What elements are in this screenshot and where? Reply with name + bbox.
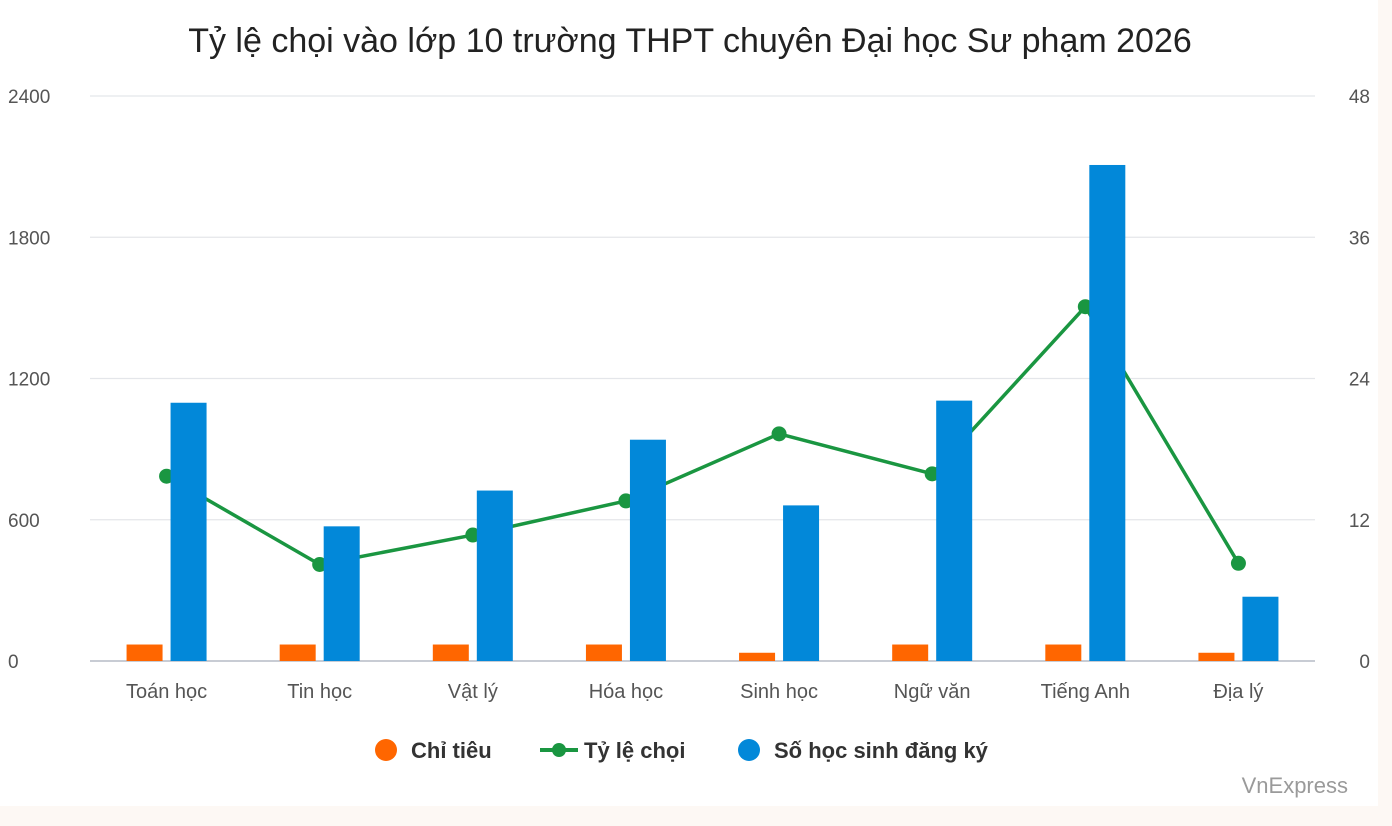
legend-label-ty-le-choi: Tỷ lệ chọi	[584, 738, 685, 763]
chart-svg: Tỷ lệ chọi vào lớp 10 trường THPT chuyên…	[8, 22, 1371, 798]
bar-chi-tieu-vat-ly[interactable]	[432, 644, 469, 661]
x-axis-ticks: Toán học Tin học Vật lý Hóa học Sinh học Ngữ …	[126, 681, 1263, 703]
x-axis-tick-label: Tin học	[287, 681, 352, 703]
bar-chi-tieu-ngu-van[interactable]	[892, 644, 929, 661]
bar-so-hoc-sinh-dang-ky-sinh-hoc[interactable]	[783, 505, 820, 661]
point-ty-le-choi-ngu-van[interactable]	[924, 466, 940, 482]
line-series	[159, 299, 1246, 572]
legend-label-chi-tieu: Chỉ tiêu	[411, 738, 492, 763]
chart-card: Tỷ lệ chọi vào lớp 10 trường THPT chuyên…	[0, 0, 1378, 806]
left-axis-tick-label: 0	[8, 652, 19, 673]
line-ty-le-choi	[165, 304, 1240, 567]
bar-chi-tieu-tin-hoc[interactable]	[279, 644, 316, 661]
x-axis-tick-label: Sinh học	[740, 681, 818, 703]
point-ty-le-choi-toan-hoc[interactable]	[159, 468, 175, 484]
right-axis-tick-label: 36	[1349, 228, 1370, 249]
point-ty-le-choi-tieng-anh[interactable]	[1077, 299, 1093, 315]
bar-so-hoc-sinh-dang-ky-toan-hoc[interactable]	[170, 402, 207, 661]
right-axis-tick-label: 12	[1349, 511, 1370, 532]
bar-so-hoc-sinh-dang-ky-vat-ly[interactable]	[476, 490, 513, 661]
legend-label-so-hoc-sinh-dang-ky: Số học sinh đăng ký	[774, 738, 989, 763]
x-axis-tick-label: Địa lý	[1213, 681, 1263, 703]
right-axis-tick-label: 0	[1359, 652, 1370, 673]
x-axis-tick-label: Toán học	[126, 681, 207, 703]
x-axis-tick-label: Ngữ văn	[894, 681, 971, 703]
gridlines	[90, 95, 1315, 662]
left-axis-tick-label: 1200	[8, 370, 50, 391]
legend-marker-so-hoc-sinh-dang-ky	[738, 739, 760, 761]
legend-marker-chi-tieu	[375, 739, 397, 761]
right-axis-ticks: 0 12 24 36 48	[1349, 87, 1371, 673]
point-ty-le-choi-hoa-hoc[interactable]	[618, 493, 634, 509]
bar-chi-tieu-sinh-hoc[interactable]	[739, 652, 776, 661]
point-ty-le-choi-sinh-hoc[interactable]	[771, 426, 787, 442]
source-credit: VnExpress	[1242, 773, 1348, 798]
right-axis-tick-label: 24	[1349, 370, 1371, 391]
bar-chi-tieu-tieng-anh[interactable]	[1045, 644, 1082, 661]
bar-chi-tieu-dia-ly[interactable]	[1198, 652, 1235, 661]
bar-chi-tieu-toan-hoc[interactable]	[126, 644, 163, 661]
x-axis-tick-label: Hóa học	[589, 681, 664, 703]
bar-so-hoc-sinh-dang-ky-hoa-hoc[interactable]	[629, 439, 666, 661]
bar-so-hoc-sinh-dang-ky-dia-ly[interactable]	[1242, 596, 1279, 661]
point-ty-le-choi-dia-ly[interactable]	[1230, 555, 1246, 571]
left-axis-tick-label: 2400	[8, 87, 50, 108]
legend-item-chi-tieu[interactable]: Chỉ tiêu	[375, 738, 492, 763]
x-axis-tick-label: Vật lý	[448, 681, 498, 703]
bar-so-hoc-sinh-dang-ky-ngu-van[interactable]	[936, 400, 973, 661]
legend-item-so-hoc-sinh-dang-ky[interactable]: Số học sinh đăng ký	[738, 738, 989, 763]
bar-so-hoc-sinh-dang-ky-tin-hoc[interactable]	[323, 526, 360, 661]
right-axis-tick-label: 48	[1349, 87, 1370, 108]
bar-so-hoc-sinh-dang-ky-tieng-anh[interactable]	[1089, 164, 1126, 661]
left-axis-tick-label: 1800	[8, 228, 50, 249]
bars	[126, 164, 1279, 661]
legend: Chỉ tiêu Tỷ lệ chọi Số học sinh đăng ký	[375, 738, 989, 763]
left-axis-ticks: 0 600 1200 1800 2400	[8, 87, 50, 673]
chart-title: Tỷ lệ chọi vào lớp 10 trường THPT chuyên…	[188, 22, 1192, 60]
legend-item-ty-le-choi[interactable]: Tỷ lệ chọi	[540, 738, 685, 763]
x-axis-tick-label: Tiếng Anh	[1041, 681, 1130, 703]
bar-chi-tieu-hoa-hoc[interactable]	[585, 644, 622, 661]
point-ty-le-choi-vat-ly[interactable]	[465, 527, 481, 543]
legend-marker-ty-le-choi	[552, 743, 566, 757]
point-ty-le-choi-tin-hoc[interactable]	[312, 556, 328, 572]
left-axis-tick-label: 600	[8, 511, 40, 532]
